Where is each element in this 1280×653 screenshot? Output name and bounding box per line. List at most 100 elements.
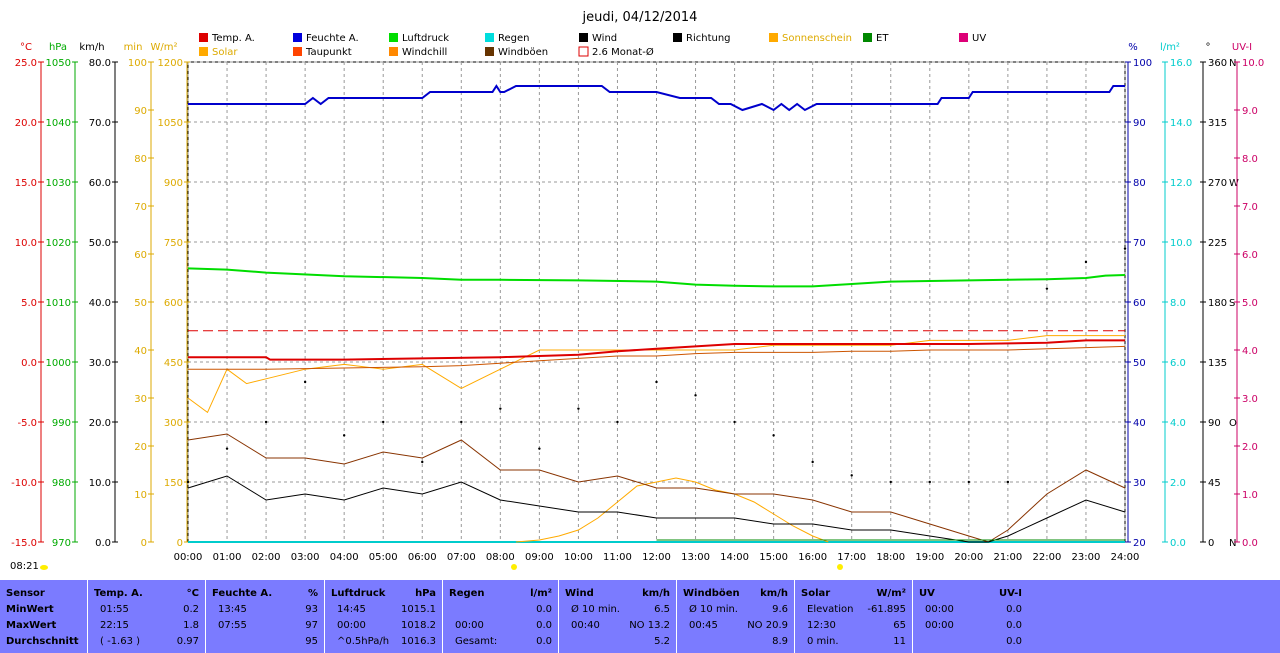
axis-tick-label-rain: 0.0	[1170, 538, 1186, 549]
stats-label: 00:00	[337, 620, 366, 631]
x-tick-label: 22:00	[1033, 552, 1062, 563]
stats-header: Temp. A.	[94, 588, 143, 599]
stats-label: Ø 10 min.	[571, 604, 620, 615]
axis-tick-label-rain: 12.0	[1170, 178, 1192, 189]
axis-tick-label-temp: 25.0	[15, 58, 37, 69]
stats-unit: %	[307, 588, 318, 599]
stats-header: Regen	[449, 588, 485, 599]
stats-label: 12:30	[807, 620, 836, 631]
series-solar	[515, 477, 829, 543]
axis-tick-label-uv: 6.0	[1242, 250, 1258, 261]
axis-tick-label-temp: 20.0	[15, 118, 37, 129]
x-tick-label: 24:00	[1111, 552, 1140, 563]
series-dewpoint	[188, 345, 1126, 370]
legend-swatch	[389, 47, 398, 56]
legend-swatch	[485, 47, 494, 56]
legend-swatch	[959, 33, 968, 42]
x-tick-label: 17:00	[837, 552, 866, 563]
legend-label: 2.6 Monat-Ø	[592, 46, 654, 58]
stats-value: 8.9	[772, 636, 788, 647]
axis-tick-label-temp: -15.0	[11, 538, 37, 549]
axis-tick-label-uv: 10.0	[1242, 58, 1264, 69]
axis-tick-label-pressure: 980	[52, 478, 71, 489]
series-direction-point	[967, 480, 971, 484]
stats-block-temp: Temp. A. °C 01:55 0.2 22:15 1.8 ( -1.63 ) 0.97	[88, 580, 206, 653]
stats-header: Luftdruck	[331, 588, 386, 599]
stats-label: 00:00	[925, 604, 954, 615]
axis-unit-direction: °	[1206, 42, 1211, 53]
axis-tick-label-sunshine: 50	[134, 298, 147, 309]
axis-tick-label-direction: 225	[1208, 238, 1227, 249]
axis-direction-letter: N	[1229, 538, 1236, 549]
stats-value: 1016.3	[401, 636, 436, 647]
axis-tick-label-rain: 2.0	[1170, 478, 1186, 489]
axis-tick-label-pressure: 970	[52, 538, 71, 549]
legend-swatch	[293, 33, 302, 42]
series-direction-point	[577, 407, 580, 410]
axis-tick-label-direction: 135	[1208, 358, 1227, 369]
series-direction-point	[733, 420, 736, 424]
stats-value: 1015.1	[401, 604, 436, 615]
stats-value: 11	[893, 636, 906, 647]
stats-unit: W/m²	[876, 588, 906, 599]
axis-tick-label-uv: 0.0	[1242, 538, 1258, 549]
legend-swatch	[578, 46, 589, 57]
legend-swatch	[389, 33, 398, 42]
axis-tick-label-uv: 5.0	[1242, 298, 1258, 309]
stats-block-wind: Wind km/h Ø 10 min. 6.5 00:40 NO 13.2 5.2	[559, 580, 677, 653]
axis-tick-label-uv: 4.0	[1242, 346, 1258, 357]
stats-block-solar: Solar W/m² Elevation -61.895 12:30 65 0 min. 11	[795, 580, 913, 653]
series-sunshine	[187, 335, 1125, 414]
axis-tick-label-uv: 8.0	[1242, 154, 1258, 165]
stats-label: 00:00	[455, 620, 484, 631]
x-tick-label: 19:00	[915, 552, 944, 563]
legend-label: UV	[972, 33, 986, 44]
axis-tick-label-temp: -10.0	[11, 478, 37, 489]
axis-tick-label-wind: 30.0	[89, 358, 111, 369]
axis-tick-label-solar: 0	[177, 538, 183, 549]
axis-tick-label-pressure: 1040	[46, 118, 71, 129]
axis-tick-label-wind: 60.0	[89, 178, 111, 189]
axis-tick-label-humidity: 20	[1133, 538, 1146, 549]
series-direction-point	[1006, 480, 1010, 484]
x-tick-label: 13:00	[681, 552, 710, 563]
axis-tick-label-uv: 9.0	[1242, 106, 1258, 117]
x-tick-label: 00:00	[174, 552, 203, 563]
axis-tick-label-sunshine: 100	[128, 58, 147, 69]
stats-header: Solar	[801, 588, 831, 599]
stats-value: 6.5	[654, 604, 670, 615]
legend-label: Solar	[212, 47, 238, 58]
x-tick-label: 20:00	[954, 552, 983, 563]
series-direction-point	[460, 420, 463, 424]
sun-marker-icon	[510, 564, 517, 570]
sun-marker-icon	[836, 564, 843, 570]
x-tick-label: 12:00	[642, 552, 671, 563]
series-direction-point	[186, 480, 190, 484]
axis-tick-label-temp: 0.0	[21, 358, 37, 369]
series-direction-point	[850, 474, 853, 477]
stats-value: 0.2	[183, 604, 199, 615]
stats-block-sensor: Sensor MinWert MaxWert Durchschnitt	[0, 580, 88, 653]
x-tick-label: 09:00	[525, 552, 554, 563]
axis-tick-label-sunshine: 30	[134, 394, 147, 405]
axis-unit-rain: l/m²	[1160, 42, 1180, 53]
axis-tick-label-sunshine: 0	[141, 538, 147, 549]
stats-value: 1018.2	[401, 620, 436, 631]
axis-unit-humidity: %	[1128, 42, 1138, 53]
x-tick-label: 14:00	[720, 552, 749, 563]
stats-header: Feuchte A.	[212, 588, 273, 599]
axis-tick-label-uv: 7.0	[1242, 202, 1258, 213]
legend-swatch	[199, 47, 208, 56]
axis-tick-label-uv: 2.0	[1242, 442, 1258, 453]
x-tick-label: 04:00	[330, 552, 359, 563]
axis-tick-label-temp: 5.0	[21, 298, 37, 309]
series-direction-point	[616, 420, 619, 424]
x-tick-label: 10:00	[564, 552, 593, 563]
series-pressure	[187, 267, 1126, 288]
axis-tick-label-humidity: 80	[1133, 178, 1146, 189]
stats-value: 0.0	[536, 620, 552, 631]
sunrise-icon	[40, 565, 48, 570]
stats-label: 00:45	[689, 620, 718, 631]
axis-tick-label-solar: 750	[164, 238, 183, 249]
x-tick-label: 02:00	[252, 552, 281, 563]
